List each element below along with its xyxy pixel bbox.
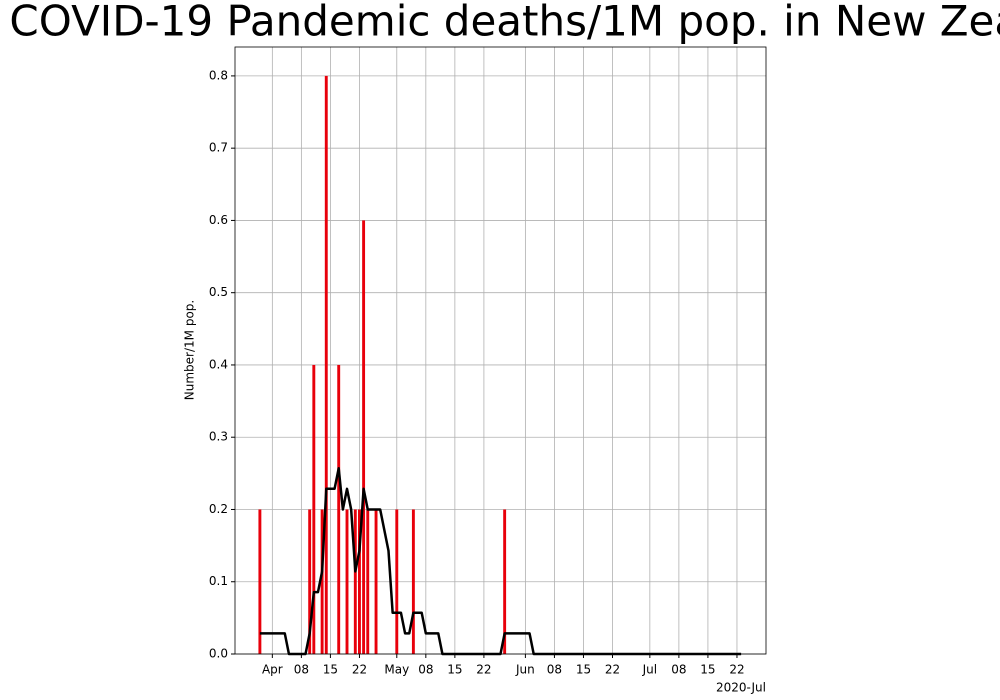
x-tick-label: 22 xyxy=(605,663,620,677)
bar xyxy=(258,509,262,654)
plot-frame xyxy=(234,46,767,655)
x-tick-label: 08 xyxy=(671,663,686,677)
y-tick-label: 0.2 xyxy=(209,502,228,516)
bar xyxy=(503,509,507,654)
x-tick-label: 15 xyxy=(576,663,591,677)
bar xyxy=(374,509,378,654)
bar xyxy=(324,75,328,654)
x-tick-label: 15 xyxy=(700,663,715,677)
bar xyxy=(320,509,324,654)
x-tick-label: Apr xyxy=(262,663,283,677)
x-offset-label: 2020-Jul xyxy=(716,681,766,695)
x-tick-label: 22 xyxy=(352,663,367,677)
x-tick-label: 15 xyxy=(323,663,338,677)
x-tick-label: 15 xyxy=(447,663,462,677)
bar xyxy=(411,509,415,654)
bar xyxy=(362,220,366,654)
bar xyxy=(353,509,357,654)
y-tick-label: 0.5 xyxy=(209,285,228,299)
y-tick-label: 0.1 xyxy=(209,574,228,588)
y-tick-label: 0.0 xyxy=(209,647,228,661)
bar xyxy=(395,509,399,654)
bar xyxy=(337,364,341,654)
bar xyxy=(358,509,361,654)
x-tick-label: 22 xyxy=(476,663,491,677)
x-tick-label: May xyxy=(384,663,409,677)
bar xyxy=(308,509,312,654)
x-tick-label: 08 xyxy=(294,663,309,677)
y-tick-label: 0.7 xyxy=(209,141,228,155)
y-axis-label: Number/1M pop. xyxy=(183,300,197,400)
x-tick-label: 08 xyxy=(418,663,433,677)
y-tick-label: 0.3 xyxy=(209,430,228,444)
x-tick-label: 22 xyxy=(729,663,744,677)
x-tick-label: 08 xyxy=(547,663,562,677)
y-tick-label: 0.8 xyxy=(209,68,228,82)
y-tick-label: 0.6 xyxy=(209,213,228,227)
bar xyxy=(312,364,316,654)
bar xyxy=(366,509,370,654)
x-tick-label: Jul xyxy=(642,663,657,677)
bar xyxy=(345,509,349,654)
y-tick-label: 0.4 xyxy=(209,357,228,371)
chart-title: 2020 COVID-19 Pandemic deaths/1M pop. in… xyxy=(0,0,1000,46)
x-tick-label: Jun xyxy=(515,663,535,677)
